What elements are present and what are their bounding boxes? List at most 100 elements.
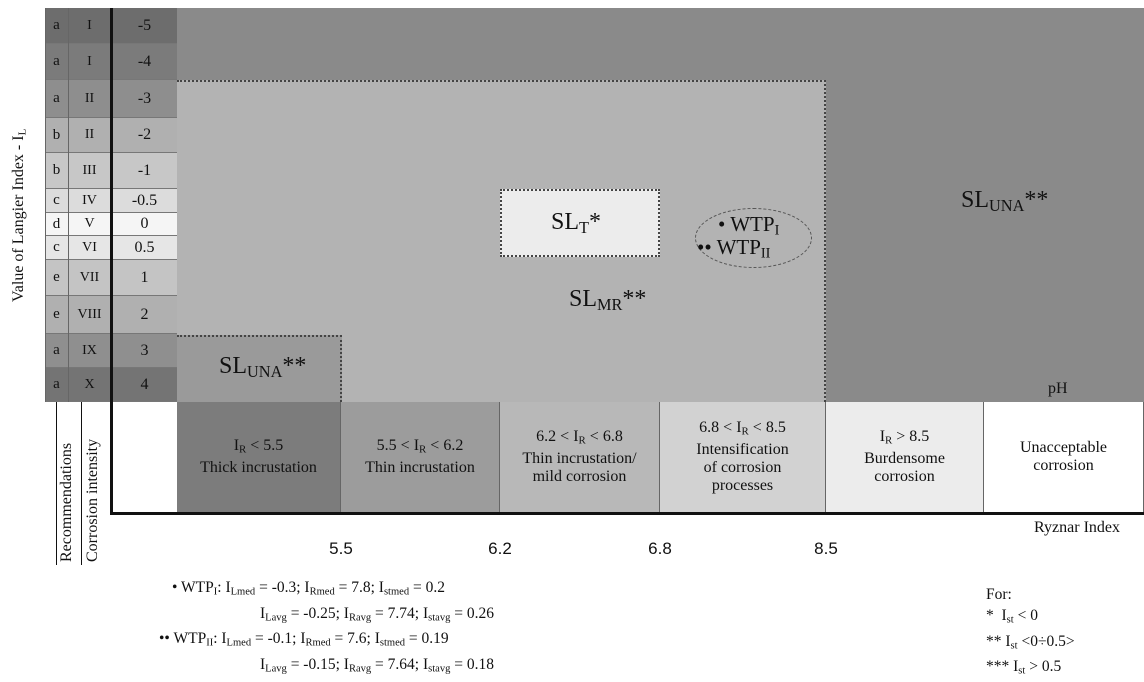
x-tick-6-8: 6.8 — [648, 539, 672, 558]
wtp2-label: •• WTPII — [697, 235, 771, 262]
sl-una-right-label: SLUNA** — [961, 187, 1049, 216]
ryznar-range-box: IR < 5.5 Thick incrustation — [177, 402, 341, 512]
ryznar-range-box: 5.5 < IR < 6.2 Thin incrustation — [341, 402, 500, 512]
x-tick-5-5: 5.5 — [329, 539, 353, 558]
sl-mr-label: SLMR** — [569, 286, 647, 315]
legend: For: * Ist < 0 ** Ist <0÷0.5> *** Ist > 0.… — [986, 584, 1075, 682]
ryznar-description: Unacceptable — [1019, 439, 1108, 456]
wtp1-note-line2: ILavg = -0.25; IRavg = 7.74; Istavg = 0.… — [172, 603, 494, 629]
row-langier-value: 0.5 — [111, 236, 177, 260]
row-langier-value: -5 — [111, 8, 177, 44]
ryznar-description: Thin incrustation — [365, 458, 475, 476]
row-corrosion-intensity: I — [68, 44, 111, 80]
ryznar-range: IR > 8.5 — [879, 428, 930, 447]
legend-item: ** Ist <0÷0.5> — [986, 632, 1075, 652]
row-corrosion-intensity: IV — [68, 189, 111, 213]
x-tick-6-2: 6.2 — [488, 539, 512, 558]
row-corrosion-intensity: II — [68, 80, 111, 118]
note-subscript: Rmed — [309, 586, 335, 598]
note-subscript: stmed — [383, 586, 410, 598]
ryznar-range: 6.8 < IR < 8.5 — [699, 419, 786, 438]
ryznar-range-box: IR > 8.5 Burdensome corrosion — [826, 402, 984, 512]
ryznar-description: Thin incrustation/ — [522, 449, 637, 467]
row-corrosion-intensity: I — [68, 8, 111, 44]
note-subscript: Rmed — [305, 637, 331, 649]
row-recommendation: b — [45, 153, 68, 189]
row-recommendation: c — [45, 236, 68, 260]
table-divider — [68, 8, 69, 402]
row-recommendation: a — [45, 80, 68, 118]
row-recommendation: a — [45, 44, 68, 80]
row-recommendation: a — [45, 334, 68, 368]
row-langier-value: 3 — [111, 334, 177, 368]
x-axis-title: Ryznar Index — [1034, 519, 1120, 536]
wtp-ellipse — [695, 208, 812, 268]
row-langier-value: 2 — [111, 296, 177, 334]
ryznar-description: corrosion — [1033, 457, 1094, 474]
row-corrosion-intensity: VIII — [68, 296, 111, 334]
wtp2-note-line2: ILavg = -0.15; IRavg = 7.64; Istavg = 0.… — [172, 654, 494, 680]
note-text: = 0.26 — [450, 604, 494, 622]
note-text: = 0.2 — [409, 579, 445, 596]
ryznar-description: processes — [711, 476, 774, 494]
legend-item: * Ist < 0 — [986, 607, 1038, 626]
row-langier-value: 0 — [111, 213, 177, 236]
row-recommendation: a — [45, 8, 68, 44]
sl-una-left-label: SLUNA** — [219, 353, 307, 382]
y-axis-line — [110, 8, 113, 515]
ryznar-range-box: Unacceptable corrosion — [984, 402, 1144, 512]
note-text: : I — [213, 630, 227, 648]
row-corrosion-intensity: II — [68, 118, 111, 153]
row-label-bottom-line — [56, 402, 57, 565]
ryznar-description: Thick incrustation — [200, 458, 317, 476]
note-subscript: Lmed — [226, 637, 252, 649]
row-corrosion-intensity: III — [68, 153, 111, 189]
row-recommendation: e — [45, 296, 68, 334]
sl-t-zone — [500, 189, 660, 257]
legend-title: For: — [986, 586, 1012, 603]
wtp2-note-line1: •• WTPII: ILmed = -0.1; IRmed = 7.6; Ist… — [159, 630, 449, 649]
ryznar-range: 5.5 < IR < 6.2 — [376, 437, 464, 456]
row-langier-value: 4 — [111, 368, 177, 402]
x-axis-line — [110, 512, 1144, 515]
row-corrosion-intensity: VI — [68, 236, 111, 260]
row-corrosion-intensity: X — [68, 368, 111, 402]
left-separator-line — [81, 402, 82, 565]
note-text: = -0.25; I — [286, 604, 349, 622]
row-langier-value: -4 — [111, 44, 177, 80]
wtp-notes: • WTPI: ILmed = -0.3; IRmed = 7.8; Istme… — [159, 577, 494, 680]
note-text: I — [260, 655, 266, 673]
wtp1-note-line1: • WTPI: ILmed = -0.3; IRmed = 7.8; Istme… — [172, 579, 445, 598]
row-langier-value: 1 — [111, 260, 177, 296]
note-text: : I — [217, 579, 231, 596]
row-recommendation: b — [45, 118, 68, 153]
recommendations-label: Recommendations — [58, 442, 75, 562]
note-text: = 7.8; I — [334, 579, 384, 596]
ryznar-range-box: 6.8 < IR < 8.5 Intensification of corrosio… — [660, 402, 826, 512]
y-axis-title: Value of Langier Index - IL — [10, 128, 29, 302]
ryznar-description: mild corrosion — [532, 467, 627, 485]
row-recommendation: c — [45, 189, 68, 213]
ryznar-description: Burdensome — [864, 449, 945, 467]
note-subscript: Lavg — [265, 663, 287, 675]
corrosion-intensity-label: Corrosion intensity — [84, 438, 101, 562]
row-corrosion-intensity: IX — [68, 334, 111, 368]
row-recommendation: d — [45, 213, 68, 236]
row-corrosion-intensity: VII — [68, 260, 111, 296]
row-recommendation: a — [45, 368, 68, 402]
note-subscript: Ravg — [348, 663, 372, 675]
legend-item: *** Ist > 0.5 — [986, 658, 1062, 677]
row-langier-value: -0.5 — [111, 189, 177, 213]
ryznar-description: Intensification — [696, 440, 789, 458]
sl-una-left-zone — [177, 335, 342, 402]
note-subscript: Lavg — [265, 612, 287, 624]
note-text: = -0.3; I — [255, 579, 310, 596]
sl-t-label: SLT* — [551, 209, 601, 238]
ryznar-range-box: 6.2 < IR < 6.8 Thin incrustation/mild cor… — [500, 402, 660, 512]
table-divider — [45, 8, 46, 402]
note-subscript: stmed — [379, 637, 406, 649]
note-text: = 0.18 — [450, 655, 494, 673]
wtp1-label: • WTPI — [718, 212, 780, 239]
note-text: = 7.64; I — [371, 655, 429, 673]
note-text: = 0.19 — [405, 630, 449, 648]
